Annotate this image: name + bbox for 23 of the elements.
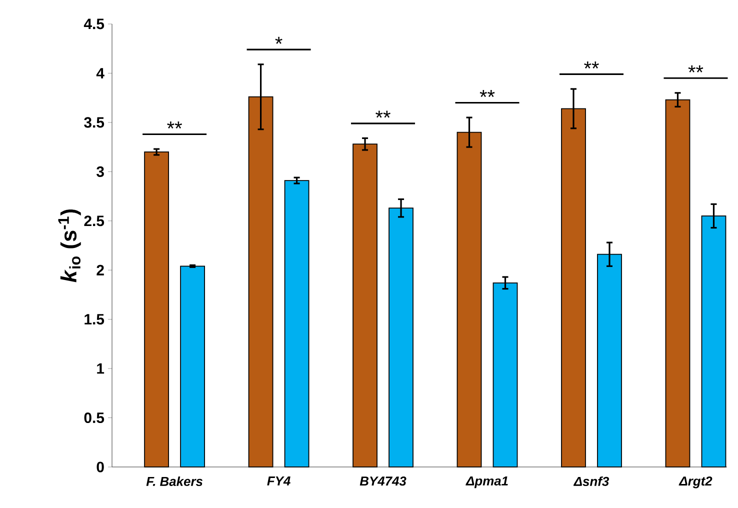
annotation: * (275, 36, 282, 44)
x-tick-label: F. Bakers (146, 476, 203, 486)
annotation: ** (688, 65, 704, 72)
y-tick-label: 2.5 (84, 216, 104, 226)
y-tick-label: 4.5 (84, 18, 104, 30)
annotation: ** (480, 90, 495, 98)
y-tick-label: 3 (96, 166, 104, 177)
annotation: ** (167, 122, 182, 129)
x-tick-label: BY4743 (360, 476, 406, 486)
annotation: ** (376, 110, 390, 118)
y-tick-label: 2 (96, 264, 104, 276)
y-axis-title: k$_{io}$ (s$^{-1}$) (58, 209, 81, 282)
x-tick-label: Δsnf3 (573, 476, 610, 486)
y-tick-label: 4 (96, 68, 104, 78)
annotation: ** (584, 61, 599, 68)
y-tick-label: 0.5 (84, 412, 104, 424)
y-tick-label: 0 (96, 462, 104, 472)
x-tick-label: Δrgt2 (678, 476, 712, 488)
y-tick-label: 1 (97, 363, 104, 374)
y-tick-label: 1.5 (84, 314, 104, 325)
x-tick-label: Δpma1 (466, 476, 508, 488)
y-tick-label: 3.5 (84, 117, 104, 128)
x-tick-label: FY4 (267, 476, 290, 486)
